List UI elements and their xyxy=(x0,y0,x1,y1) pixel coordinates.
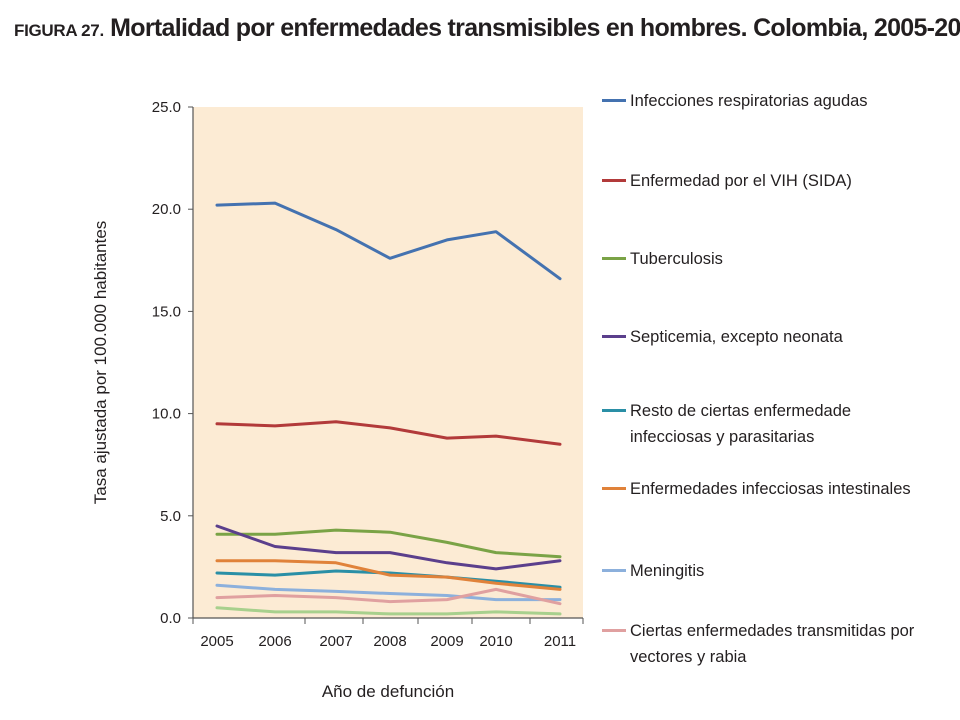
series-line-8 xyxy=(215,606,562,616)
plot-background xyxy=(193,107,583,618)
x-tick-label: 2005 xyxy=(200,633,233,650)
legend-label: Tuberculosis xyxy=(630,250,723,268)
legend-swatch xyxy=(602,629,626,632)
legend-swatch xyxy=(602,335,626,338)
legend-swatch xyxy=(602,257,626,260)
y-tick-label: 0.0 xyxy=(160,610,181,627)
legend-label: Septicemia, excepto neonata xyxy=(630,328,843,346)
y-tick-label: 20.0 xyxy=(152,201,181,218)
figure-label: FIGURA 27. xyxy=(14,21,104,40)
series-line-3 xyxy=(215,524,562,571)
legend-label: Enfermedades infecciosas intestinales xyxy=(630,480,911,498)
series-line-7 xyxy=(215,587,562,606)
y-axis: 0.0 5.0 10.0 15.0 20.0 25.0 xyxy=(152,99,194,627)
legend-swatch xyxy=(602,569,626,572)
x-tick-label: 2008 xyxy=(373,633,406,650)
x-tick-label: 2006 xyxy=(258,633,291,650)
x-axis-label: Año de defunción xyxy=(322,682,454,701)
figure-title: FIGURA 27. Mortalidad por enfermedades t… xyxy=(14,14,960,43)
x-tick-label: 2010 xyxy=(479,633,512,650)
legend-label: Enfermedad por el VIH (SIDA) xyxy=(630,172,852,190)
series-line-1 xyxy=(215,420,562,446)
series-line-2 xyxy=(215,528,562,559)
y-tick-label: 15.0 xyxy=(152,303,181,320)
legend-label: Resto de ciertas enfermedade infecciosas… xyxy=(630,402,852,446)
legend-label: Meningitis xyxy=(630,562,705,580)
series-lines xyxy=(215,201,562,616)
series-line-5 xyxy=(215,559,562,591)
x-tick-label: 2007 xyxy=(319,633,352,650)
figure-title-text: Mortalidad por enfermedades transmisible… xyxy=(110,14,960,42)
x-axis: 2005 2006 2007 2008 2009 2010 2011 xyxy=(192,617,584,650)
series-line-0 xyxy=(215,201,562,281)
y-tick-label: 25.0 xyxy=(152,99,181,116)
legend-swatch xyxy=(602,179,626,182)
series-line-6 xyxy=(215,583,562,602)
y-tick-label: 10.0 xyxy=(152,406,181,423)
x-tick-label: 2009 xyxy=(430,633,463,650)
series-line-4 xyxy=(215,569,562,589)
y-tick-label: 5.0 xyxy=(160,508,181,525)
y-axis-label: Tasa ajustada por 100.000 habitantes xyxy=(91,221,110,505)
legend-swatch xyxy=(602,409,626,412)
line-chart: 0.05.010.015.020.025.0 2005 2006 2007 2008 2… xyxy=(91,99,584,701)
legend-swatch xyxy=(602,99,626,102)
legend-label: Ciertas enfermedades transmitidas por ve… xyxy=(630,622,915,666)
legend-swatch xyxy=(602,487,626,490)
legend-label: Infecciones respiratorias agudas xyxy=(630,92,868,110)
legend: Infecciones respiratorias agudas Enfermed… xyxy=(600,88,960,708)
x-tick-label: 2011 xyxy=(544,633,576,650)
